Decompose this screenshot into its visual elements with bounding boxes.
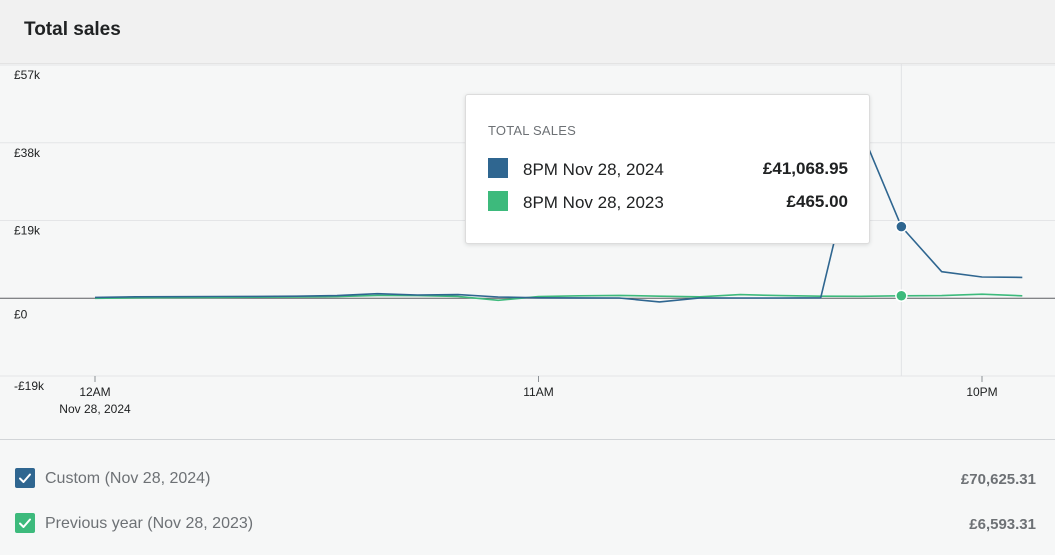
legend-total-previous: £6,593.31 bbox=[969, 516, 1036, 533]
check-icon bbox=[19, 518, 31, 528]
legend-checkbox-previous[interactable] bbox=[15, 513, 35, 533]
legend-checkbox-current[interactable] bbox=[15, 468, 35, 488]
tooltip-swatch-previous bbox=[488, 191, 508, 211]
y-tick-label: £38k bbox=[14, 146, 41, 160]
x-tick-label: 10PM bbox=[966, 385, 997, 399]
x-tick-sublabel: Nov 28, 2024 bbox=[59, 402, 131, 416]
tooltip-value-previous: £465.00 bbox=[786, 192, 848, 211]
legend-item-current[interactable]: Custom (Nov 28, 2024) £70,625.31 bbox=[0, 468, 1055, 492]
series-line-previous bbox=[94, 293, 1023, 302]
check-icon bbox=[19, 473, 31, 483]
chart-tooltip: TOTAL SALES 8PM Nov 28, 2024 £41,068.95 … bbox=[465, 94, 870, 244]
legend-item-previous[interactable]: Previous year (Nov 28, 2023) £6,593.31 bbox=[0, 513, 1055, 537]
hover-point-current bbox=[895, 220, 908, 233]
tooltip-row-previous: 8PM Nov 28, 2023 £465.00 bbox=[488, 191, 848, 213]
total-sales-chart: £57k £38k £19k £0 -£19k 12AM Nov 28, 2024 11AM 1… bbox=[0, 64, 1055, 416]
x-tick-label: 12AM bbox=[79, 385, 110, 399]
hover-point-previous bbox=[895, 289, 908, 303]
tooltip-row-current: 8PM Nov 28, 2024 £41,068.95 bbox=[488, 158, 848, 180]
legend-label-current: Custom (Nov 28, 2024) bbox=[45, 470, 211, 487]
tooltip-label-current: 8PM Nov 28, 2024 bbox=[523, 160, 664, 179]
tooltip-swatch-current bbox=[488, 158, 508, 178]
legend-total-current: £70,625.31 bbox=[960, 471, 1036, 488]
y-tick-label: £0 bbox=[14, 307, 28, 321]
y-tick-label: £57k bbox=[14, 68, 41, 82]
x-tick-label: 11AM bbox=[523, 385, 553, 399]
tooltip-value-current: £41,068.95 bbox=[762, 159, 848, 178]
tooltip-label-previous: 8PM Nov 28, 2023 bbox=[523, 193, 664, 212]
legend-label-previous: Previous year (Nov 28, 2023) bbox=[45, 515, 254, 532]
legend-divider bbox=[0, 439, 1055, 440]
report-title: Total sales bbox=[24, 19, 121, 40]
report-header: Total sales bbox=[0, 0, 1055, 64]
tooltip-title: TOTAL SALES bbox=[488, 123, 576, 138]
y-tick-label: £19k bbox=[14, 224, 41, 238]
y-tick-label: -£19k bbox=[14, 379, 45, 393]
